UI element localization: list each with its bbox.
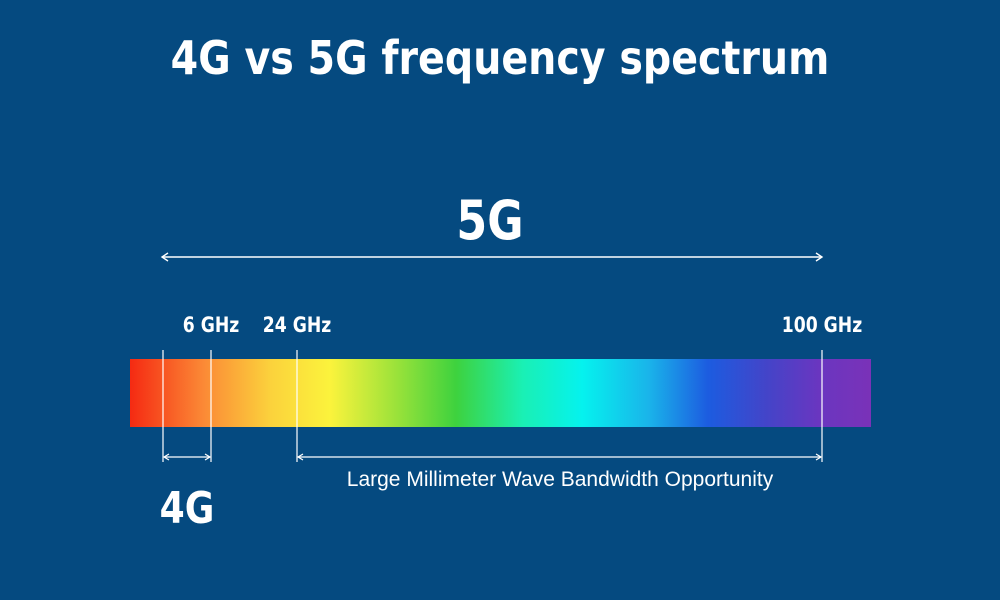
5g-range-label: 5G [456, 189, 523, 252]
marker-label-6ghz: 6 GHz [183, 312, 240, 337]
mmwave-range-arrow [296, 453, 823, 461]
marker-label-24ghz: 24 GHz [263, 312, 331, 337]
page-title: 4G vs 5G frequency spectrum [170, 31, 830, 85]
5g-range-arrow [160, 252, 824, 262]
4g-range-label: 4G [160, 484, 215, 534]
spectrum-bar [130, 359, 871, 427]
marker-label-100ghz: 100 GHz [782, 312, 862, 337]
mmwave-label: Large Millimeter Wave Bandwidth Opportun… [347, 468, 774, 491]
4g-range-arrow [162, 453, 212, 461]
